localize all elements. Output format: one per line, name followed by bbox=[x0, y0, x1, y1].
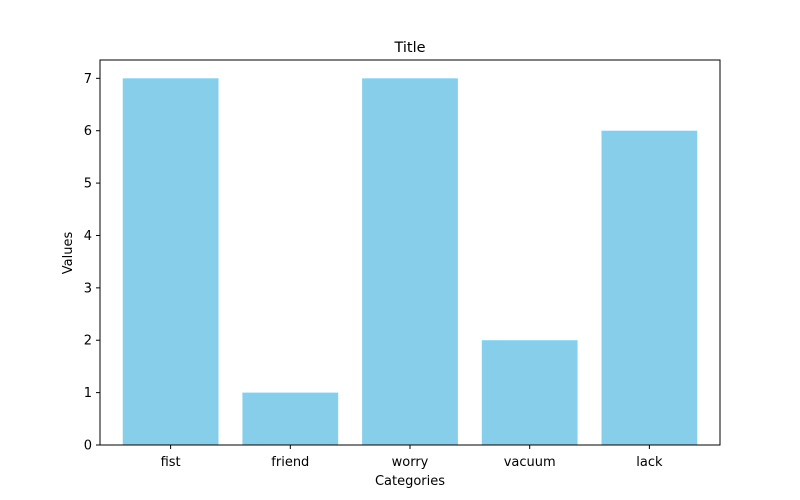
bar-friend bbox=[242, 392, 339, 445]
y-axis: 0 1 2 3 4 5 6 7 bbox=[84, 72, 100, 454]
y-tick-label: 4 bbox=[84, 229, 92, 244]
y-tick-label: 2 bbox=[84, 334, 92, 349]
y-tick-label: 1 bbox=[84, 386, 92, 401]
x-axis-label: Categories bbox=[375, 474, 445, 489]
x-tick-label: fist bbox=[161, 455, 181, 470]
bar-worry bbox=[362, 78, 458, 445]
plot-area-frame bbox=[99, 59, 721, 446]
bar-vacuum bbox=[481, 340, 578, 445]
x-tick-label: vacuum bbox=[504, 455, 556, 470]
x-tick-label: friend bbox=[271, 455, 309, 470]
y-tick-label: 3 bbox=[84, 281, 92, 296]
bars-layer bbox=[122, 78, 698, 445]
x-tick-label: worry bbox=[392, 455, 429, 470]
y-tick-label: 7 bbox=[84, 72, 92, 87]
bar-lack bbox=[601, 130, 698, 445]
y-tick-label: 5 bbox=[84, 177, 92, 192]
chart-title: Title bbox=[393, 40, 425, 56]
y-axis-label: Values bbox=[61, 232, 76, 275]
x-tick-label: lack bbox=[636, 455, 663, 470]
y-tick-label: 0 bbox=[84, 439, 92, 454]
x-axis: fist friend worry vacuum lack bbox=[161, 445, 663, 470]
bar-fist bbox=[122, 78, 219, 445]
y-tick-label: 6 bbox=[84, 124, 92, 139]
